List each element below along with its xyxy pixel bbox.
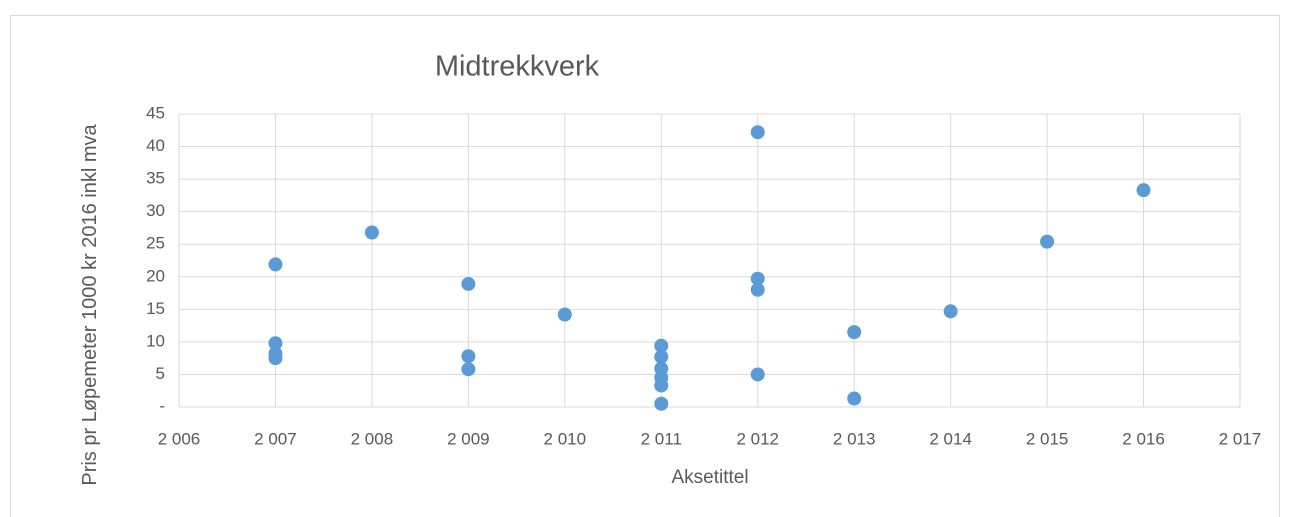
point: [364, 225, 379, 240]
point: [943, 304, 958, 319]
y-tick-label: 10: [146, 331, 165, 350]
point: [557, 307, 572, 322]
point: [750, 367, 765, 382]
x-tick-label: 2 008: [351, 429, 394, 448]
x-tick-label: 2 011: [641, 429, 682, 448]
x-tick-label: 2 012: [736, 429, 779, 448]
x-tick-label: 2 007: [254, 429, 297, 448]
y-tick-label: 15: [146, 299, 165, 318]
point: [268, 351, 283, 366]
point: [461, 276, 476, 291]
point: [847, 391, 862, 406]
y-axis-title: Pris pr Løpemeter 1000 kr 2016 inkl mva: [79, 124, 101, 486]
x-tick-label: 2 009: [447, 429, 490, 448]
chart-frame: [10, 15, 1280, 517]
y-tick-label: -: [159, 396, 165, 415]
point: [654, 396, 669, 411]
chart-title: Midtrekkverk: [435, 51, 600, 83]
x-tick-label: 2 006: [158, 429, 201, 448]
y-tick-label: 45: [146, 103, 165, 122]
point: [654, 338, 669, 353]
y-tick-label: 35: [146, 169, 165, 188]
point: [1136, 183, 1151, 198]
point: [750, 271, 765, 286]
x-axis-title: Aksetittel: [671, 467, 748, 488]
y-tick-label: 40: [146, 136, 165, 155]
point: [750, 125, 765, 140]
x-tick-label: 2 017: [1219, 429, 1262, 448]
x-tick-label: 2 016: [1122, 429, 1165, 448]
point: [268, 257, 283, 272]
y-tick-label: 25: [146, 234, 165, 253]
point: [654, 378, 669, 393]
y-tick-label: 30: [146, 201, 165, 220]
point: [654, 349, 669, 364]
point: [268, 336, 283, 351]
point: [847, 325, 862, 340]
y-tick-label: 20: [146, 266, 165, 285]
x-tick-label: 2 015: [1026, 429, 1069, 448]
point: [750, 282, 765, 297]
x-tick-label: 2 014: [929, 429, 972, 448]
x-tick-label: 2 013: [833, 429, 876, 448]
x-tick-label: 2 010: [544, 429, 587, 448]
point: [461, 349, 476, 364]
point: [461, 362, 476, 377]
y-tick-label: 5: [156, 364, 165, 383]
point: [1040, 234, 1055, 249]
